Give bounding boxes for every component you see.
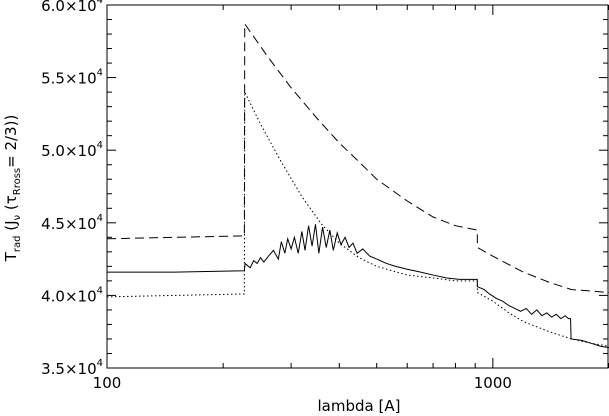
y-tick-label: 6.0×104 [41, 0, 103, 15]
y-tick-label: 3.5×104 [41, 358, 103, 378]
svg-text:Trad (Jν (τRross= 2/3)): Trad (Jν (τRross= 2/3)) [2, 115, 23, 263]
series-line-solid [107, 224, 609, 349]
y-axis-title: Trad (Jν (τRross= 2/3)) [2, 115, 23, 263]
y-tick-label: 4.5×104 [41, 213, 103, 233]
series-line-dashed [106, 22, 609, 293]
y-axis-title-prefix: T [2, 251, 20, 262]
series-line-dotted [106, 91, 609, 347]
x-tick-label: 100 [93, 374, 122, 392]
y-axis-title-tau: τ [2, 195, 20, 204]
y-tick-label: 5.5×104 [41, 68, 103, 88]
y-axis-title-middle: (J [2, 221, 20, 236]
y-axis-title-prefix-sub: rad [12, 236, 23, 253]
y-axis-title-nu-sub: ν [12, 215, 23, 221]
plot-frame [106, 4, 609, 369]
y-axis-title-tau-sub: Rross [12, 168, 23, 195]
y-axis-title-paren: ( [2, 204, 20, 215]
y-tick-label: 4.0×104 [41, 285, 103, 305]
x-axis-title: lambda [A] [318, 397, 401, 415]
x-tick-label: 1000 [474, 374, 512, 392]
y-tick-label: 5.0×104 [41, 140, 103, 160]
y-axis-title-suffix: = 2/3)) [2, 115, 20, 168]
